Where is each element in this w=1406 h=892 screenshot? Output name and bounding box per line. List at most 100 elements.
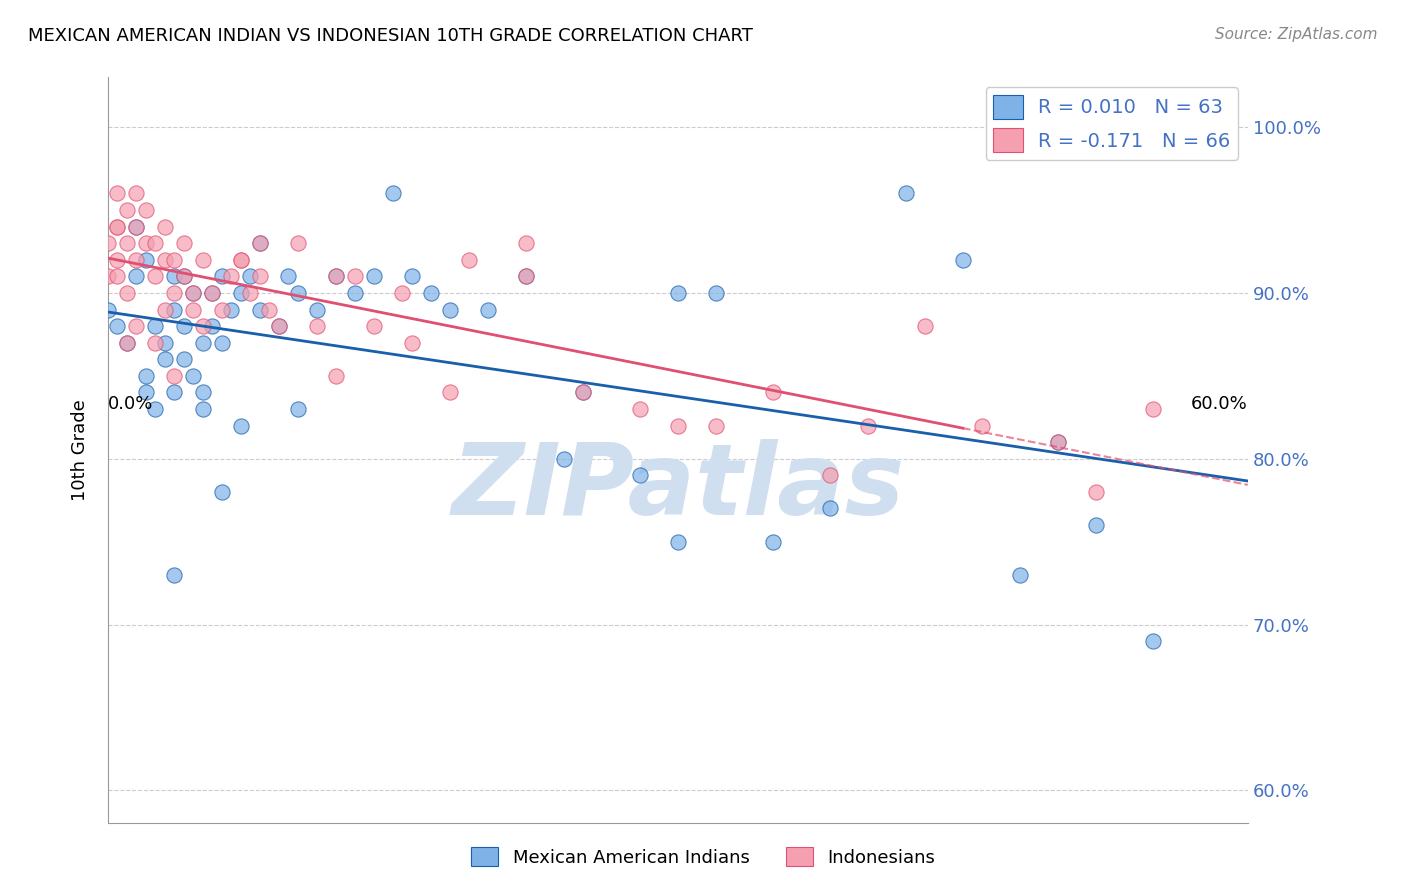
Point [173, 352, 195, 367]
Point [145, 335, 167, 350]
Point [173, 269, 195, 284]
Point [249, 269, 271, 284]
Point [1046, 435, 1069, 450]
Point [153, 219, 176, 234]
Point [381, 186, 404, 201]
Point [183, 285, 205, 300]
Point [1142, 634, 1164, 648]
Point [249, 236, 271, 251]
Point [115, 236, 138, 251]
Point [211, 302, 233, 317]
Point [135, 203, 157, 218]
Point [107, 269, 129, 284]
Point [391, 285, 413, 300]
Point [1008, 567, 1031, 582]
Point [1084, 518, 1107, 533]
Legend: R = 0.010   N = 63, R = -0.171   N = 66: R = 0.010 N = 63, R = -0.171 N = 66 [986, 87, 1239, 160]
Point [477, 302, 499, 317]
Point [305, 302, 328, 317]
Point [153, 335, 176, 350]
Point [420, 285, 443, 300]
Point [818, 501, 841, 516]
Point [163, 385, 186, 400]
Point [363, 269, 385, 284]
Point [211, 335, 233, 350]
Point [553, 451, 575, 466]
Point [183, 285, 205, 300]
Point [628, 402, 651, 417]
Point [135, 385, 157, 400]
Point [135, 252, 157, 267]
Point [229, 252, 252, 267]
Point [221, 302, 243, 317]
Point [135, 368, 157, 383]
Point [153, 252, 176, 267]
Point [914, 319, 936, 334]
Point [107, 252, 129, 267]
Point [704, 418, 727, 433]
Point [163, 567, 186, 582]
Point [135, 236, 157, 251]
Point [401, 269, 423, 284]
Point [107, 219, 129, 234]
Point [287, 285, 309, 300]
Point [97, 269, 120, 284]
Point [401, 335, 423, 350]
Point [163, 368, 186, 383]
Point [287, 236, 309, 251]
Point [249, 236, 271, 251]
Point [125, 186, 148, 201]
Point [325, 269, 347, 284]
Point [267, 319, 290, 334]
Point [153, 302, 176, 317]
Point [439, 302, 461, 317]
Point [97, 236, 120, 251]
Point [97, 302, 120, 317]
Point [515, 236, 537, 251]
Point [277, 269, 299, 284]
Point [325, 368, 347, 383]
Point [107, 186, 129, 201]
Point [173, 269, 195, 284]
Point [125, 252, 148, 267]
Point [145, 319, 167, 334]
Point [458, 252, 481, 267]
Point [325, 269, 347, 284]
Point [107, 219, 129, 234]
Point [163, 302, 186, 317]
Point [628, 468, 651, 483]
Text: 0.0%: 0.0% [108, 394, 153, 412]
Point [125, 269, 148, 284]
Text: 60.0%: 60.0% [1191, 394, 1249, 412]
Point [115, 335, 138, 350]
Point [191, 319, 214, 334]
Point [145, 236, 167, 251]
Point [439, 385, 461, 400]
Point [762, 534, 785, 549]
Point [125, 219, 148, 234]
Point [572, 385, 595, 400]
Point [183, 368, 205, 383]
Point [515, 269, 537, 284]
Text: Source: ZipAtlas.com: Source: ZipAtlas.com [1215, 27, 1378, 42]
Point [201, 285, 224, 300]
Point [239, 285, 262, 300]
Point [191, 385, 214, 400]
Point [229, 285, 252, 300]
Point [125, 219, 148, 234]
Point [894, 186, 917, 201]
Point [183, 302, 205, 317]
Point [145, 269, 167, 284]
Point [818, 468, 841, 483]
Point [515, 269, 537, 284]
Point [173, 236, 195, 251]
Point [211, 269, 233, 284]
Point [211, 484, 233, 499]
Point [153, 352, 176, 367]
Point [666, 418, 689, 433]
Point [201, 285, 224, 300]
Text: ZIPatlas: ZIPatlas [451, 439, 904, 536]
Point [952, 252, 974, 267]
Point [163, 285, 186, 300]
Point [343, 269, 366, 284]
